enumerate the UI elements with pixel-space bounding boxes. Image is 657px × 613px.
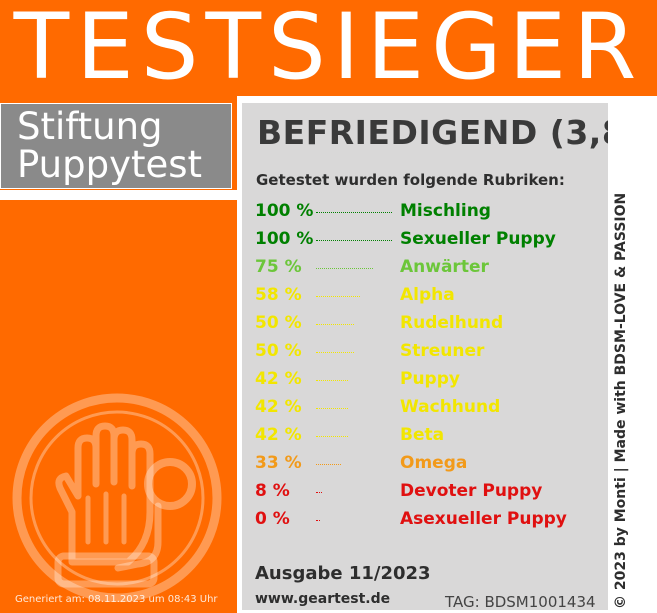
hand-and-handcuff-icon bbox=[12, 393, 222, 602]
category-name: Sexueller Puppy bbox=[400, 229, 556, 249]
category-name: Asexueller Puppy bbox=[400, 509, 567, 529]
category-name: Anwärter bbox=[400, 257, 489, 277]
category-row: 100 % Mischling bbox=[255, 199, 605, 227]
category-score-line bbox=[316, 380, 348, 381]
category-name: Puppy bbox=[400, 369, 460, 389]
divider bbox=[0, 190, 237, 200]
category-score-line bbox=[316, 352, 354, 353]
category-row: 75 % Anwärter bbox=[255, 255, 605, 283]
testsieger-banner: TESTSIEGER bbox=[0, 0, 657, 96]
generated-timestamp: Generiert am: 08.11.2023 um 08:43 Uhr bbox=[15, 594, 218, 605]
category-name: Wachhund bbox=[400, 397, 501, 417]
tag-id: TAG: BDSM1001434 bbox=[445, 593, 596, 611]
category-row: 42 % Puppy bbox=[255, 367, 605, 395]
category-row: 8 % Devoter Puppy bbox=[255, 479, 605, 507]
category-percent: 75 % bbox=[255, 257, 302, 277]
category-name: Mischling bbox=[400, 201, 491, 221]
category-score-line bbox=[316, 296, 360, 297]
category-name: Rudelhund bbox=[400, 313, 504, 333]
category-row: 42 % Wachhund bbox=[255, 395, 605, 423]
category-percent: 33 % bbox=[255, 453, 302, 473]
category-percent: 58 % bbox=[255, 285, 302, 305]
category-percent: 100 % bbox=[255, 201, 314, 221]
right-credit-strip bbox=[608, 96, 657, 613]
category-score-line bbox=[316, 436, 348, 437]
category-name: Streuner bbox=[400, 341, 485, 361]
category-score-line bbox=[316, 464, 341, 465]
brand-line-2: Puppytest bbox=[17, 143, 203, 186]
category-row: 58 % Alpha bbox=[255, 283, 605, 311]
grade-title: BEFRIEDIGEND (3,8) bbox=[257, 113, 641, 152]
category-name: Devoter Puppy bbox=[400, 481, 543, 501]
category-score-line bbox=[316, 324, 354, 325]
category-row: 33 % Omega bbox=[255, 451, 605, 479]
category-list: 100 % Mischling 100 % Sexueller Puppy 75 % An… bbox=[255, 199, 605, 535]
category-score-line bbox=[316, 268, 373, 269]
category-percent: 50 % bbox=[255, 341, 302, 361]
category-row: 0 % Asexueller Puppy bbox=[255, 507, 605, 535]
category-score-line bbox=[316, 520, 320, 521]
category-row: 42 % Beta bbox=[255, 423, 605, 451]
issue-label: Ausgabe 11/2023 bbox=[255, 563, 431, 584]
copyright-credit: © 2023 by Monti | Made with BDSM-LOVE & … bbox=[613, 192, 629, 609]
category-name: Omega bbox=[400, 453, 468, 473]
category-percent: 42 % bbox=[255, 397, 302, 417]
category-row: 100 % Sexueller Puppy bbox=[255, 227, 605, 255]
brand-line-1: Stiftung bbox=[17, 105, 163, 148]
category-percent: 8 % bbox=[255, 481, 290, 501]
category-percent: 42 % bbox=[255, 425, 302, 445]
result-panel: BEFRIEDIGEND (3,8) Getestet wurden folge… bbox=[242, 103, 640, 611]
website-link[interactable]: www.geartest.de bbox=[255, 591, 391, 607]
category-score-line bbox=[316, 212, 392, 213]
rubrics-intro: Getestet wurden folgende Rubriken: bbox=[256, 171, 565, 189]
brand-box: Stiftung Puppytest bbox=[0, 103, 232, 189]
category-name: Alpha bbox=[400, 285, 455, 305]
category-name: Beta bbox=[400, 425, 445, 445]
category-row: 50 % Streuner bbox=[255, 339, 605, 367]
category-score-line bbox=[316, 240, 392, 241]
category-percent: 42 % bbox=[255, 369, 302, 389]
category-row: 50 % Rudelhund bbox=[255, 311, 605, 339]
category-percent: 50 % bbox=[255, 313, 302, 333]
category-percent: 100 % bbox=[255, 229, 314, 249]
category-score-line bbox=[316, 492, 322, 493]
category-score-line bbox=[316, 408, 348, 409]
category-percent: 0 % bbox=[255, 509, 290, 529]
